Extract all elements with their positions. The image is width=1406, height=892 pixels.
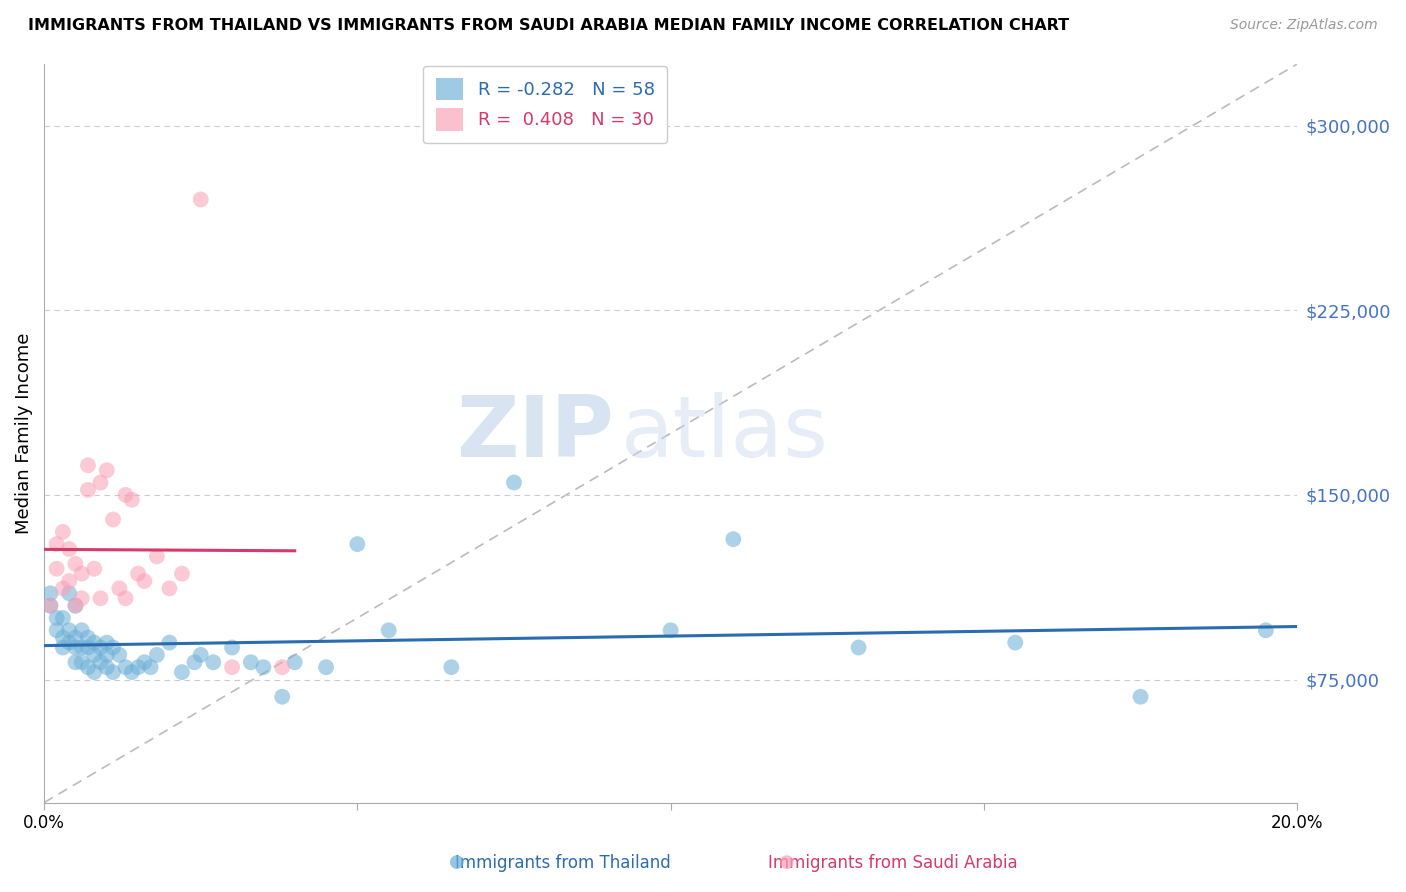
Point (65, 655, 87, 669)
Point (39, 586, 62, 600)
Point (89, 655, 111, 669)
Point (65, 599, 87, 613)
Point (45, 562, 67, 576)
Point (45, 537, 67, 551)
Point (315, 660, 337, 674)
Point (139, 660, 162, 674)
Point (83, 635, 105, 649)
Point (848, 640, 870, 655)
Point (45, 611, 67, 625)
Point (252, 660, 274, 674)
Point (114, 591, 136, 606)
Point (58, 635, 80, 649)
Point (503, 475, 526, 490)
Point (77, 483, 100, 497)
Point (77, 640, 100, 655)
Point (83, 648, 105, 662)
Point (39, 599, 62, 613)
Point (202, 655, 225, 669)
Point (70, 591, 93, 606)
Point (114, 660, 136, 674)
Point (114, 488, 136, 502)
Text: IMMIGRANTS FROM THAILAND VS IMMIGRANTS FROM SAUDI ARABIA MEDIAN FAMILY INCOME CO: IMMIGRANTS FROM THAILAND VS IMMIGRANTS F… (28, 18, 1069, 33)
Point (58, 586, 80, 600)
Point (271, 690, 294, 704)
Point (108, 582, 131, 596)
Point (146, 648, 169, 662)
Point (127, 566, 149, 581)
Point (183, 655, 205, 669)
Point (146, 549, 169, 564)
Point (190, 193, 212, 207)
Legend: R = -0.282   N = 58, R =  0.408   N = 30: R = -0.282 N = 58, R = 0.408 N = 30 (423, 66, 668, 143)
Point (77, 458, 100, 473)
Point (96, 635, 118, 649)
Text: ●: ● (449, 853, 465, 871)
Point (659, 624, 682, 638)
Point (127, 660, 149, 674)
Point (271, 660, 294, 674)
Text: Immigrants from Saudi Arabia: Immigrants from Saudi Arabia (768, 855, 1018, 872)
Point (190, 648, 212, 662)
Point (221, 640, 243, 655)
Point (96, 648, 118, 662)
Point (58, 542, 80, 557)
Point (77, 631, 100, 645)
Point (170, 665, 193, 679)
Point (121, 492, 143, 507)
Point (108, 648, 131, 662)
Point (1129, 690, 1152, 704)
Text: Source: ZipAtlas.com: Source: ZipAtlas.com (1230, 18, 1378, 32)
Point (65, 640, 87, 655)
Point (121, 665, 143, 679)
Point (58, 574, 80, 588)
Point (83, 562, 105, 576)
Text: atlas: atlas (620, 392, 828, 475)
Point (58, 624, 80, 638)
Point (134, 655, 156, 669)
Point (70, 566, 93, 581)
Point (65, 599, 87, 613)
Point (96, 463, 118, 477)
Point (134, 574, 156, 588)
Text: ZIP: ZIP (457, 392, 614, 475)
Point (96, 660, 118, 674)
Point (89, 475, 111, 490)
Point (45, 624, 67, 638)
Point (170, 566, 193, 581)
Point (239, 655, 262, 669)
Point (101, 512, 124, 526)
Point (70, 640, 93, 655)
Point (52, 524, 75, 539)
Point (65, 557, 87, 571)
Point (1254, 624, 1277, 638)
Point (89, 591, 111, 606)
Point (101, 640, 124, 655)
Text: Immigrants from Thailand: Immigrants from Thailand (454, 855, 671, 872)
Point (346, 537, 368, 551)
Point (52, 582, 75, 596)
Point (39, 599, 62, 613)
Point (52, 631, 75, 645)
Point (52, 640, 75, 655)
Y-axis label: Median Family Income: Median Family Income (15, 333, 32, 534)
Point (221, 660, 243, 674)
Point (52, 611, 75, 625)
Point (377, 624, 399, 638)
Point (77, 660, 100, 674)
Point (70, 655, 93, 669)
Point (440, 660, 463, 674)
Point (284, 655, 307, 669)
Point (101, 665, 124, 679)
Point (157, 635, 180, 649)
Point (65, 631, 87, 645)
Point (89, 640, 111, 655)
Point (723, 532, 745, 546)
Point (157, 582, 180, 596)
Point (83, 665, 105, 679)
Point (1004, 635, 1026, 649)
Text: ●: ● (779, 853, 796, 871)
Point (70, 624, 93, 638)
